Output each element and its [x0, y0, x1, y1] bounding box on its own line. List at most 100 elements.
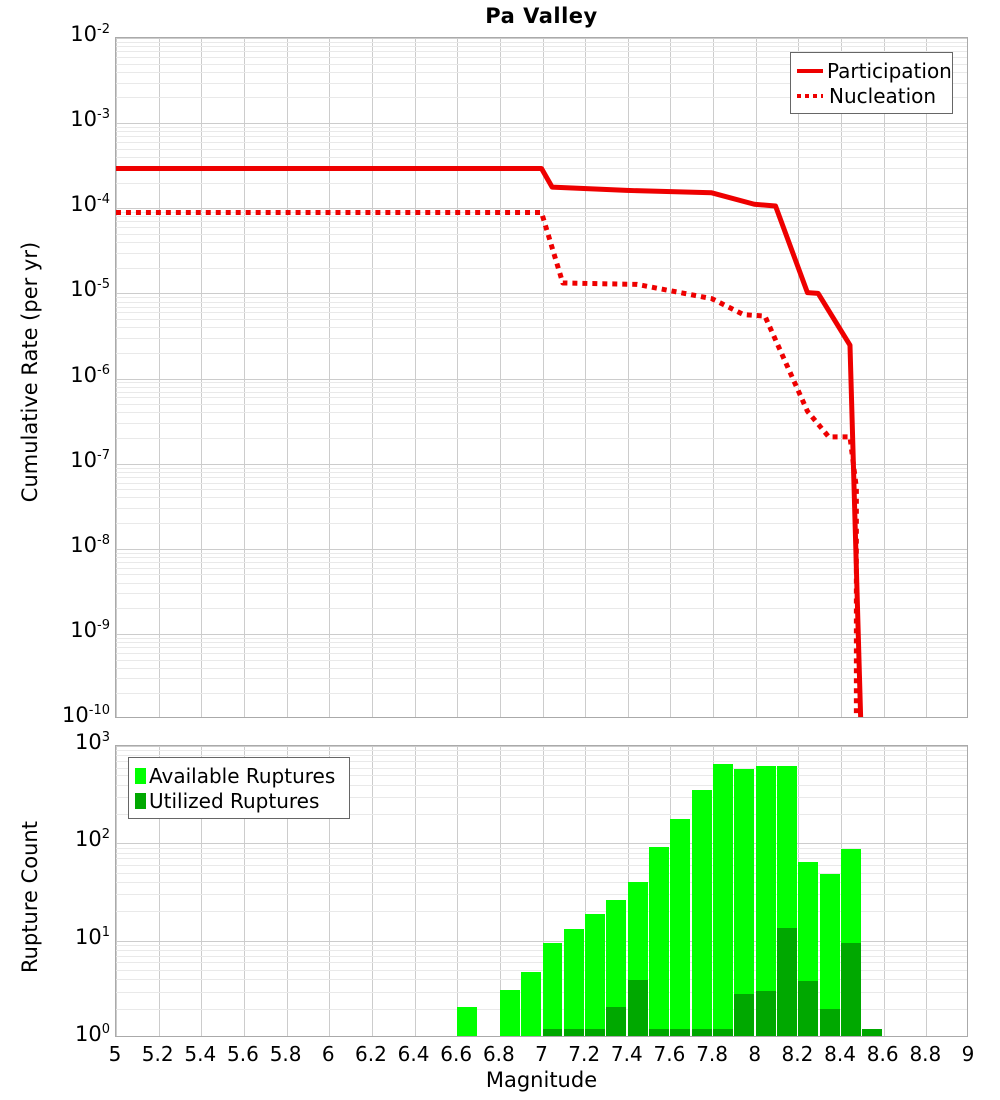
ytick-label: 100 — [74, 1022, 110, 1046]
gridline-horizontal-minor — [116, 307, 967, 308]
xtick-label: 7.6 — [653, 1042, 686, 1066]
gridline-horizontal-minor — [116, 970, 967, 971]
bar-available-ruptures — [670, 818, 691, 1036]
bar-group — [563, 746, 584, 1036]
gridline-horizontal-minor — [116, 894, 967, 895]
bar-available-ruptures — [585, 913, 605, 1036]
gridline-vertical — [585, 746, 586, 1036]
bar-group — [819, 746, 840, 1036]
bar-utilized-ruptures — [670, 1029, 691, 1036]
gridline-horizontal-minor — [116, 553, 967, 554]
legend-item-nucleation[interactable]: Nucleation — [797, 83, 944, 108]
gridline-horizontal-minor — [116, 268, 967, 269]
gridline-horizontal-major — [116, 208, 967, 209]
gridline-horizontal-minor — [116, 253, 967, 254]
gridline-vertical — [756, 38, 757, 717]
xtick-label: 6.8 — [482, 1042, 515, 1066]
gridline-horizontal-minor — [116, 404, 967, 405]
nucleation-line-swatch — [797, 93, 823, 98]
bar-group — [649, 746, 669, 1036]
gridline-vertical — [628, 38, 629, 717]
gridline-horizontal-minor — [116, 523, 967, 524]
legend-item-utilized-ruptures[interactable]: Utilized Ruptures — [135, 788, 341, 813]
xtick-label: 5.6 — [227, 1042, 259, 1066]
gridline-horizontal-minor — [116, 608, 967, 609]
ytick-label: 10-4 — [70, 192, 110, 217]
gridline-horizontal-minor — [116, 750, 967, 751]
gridline-horizontal-minor — [116, 142, 967, 143]
xtick-label: 8.2 — [781, 1042, 814, 1066]
xtick-label: 7.8 — [696, 1042, 728, 1066]
bar-group — [585, 746, 605, 1036]
gridline-vertical — [841, 38, 842, 717]
bar-utilized-ruptures — [755, 991, 776, 1036]
gridline-horizontal-minor — [116, 136, 967, 137]
gridline-horizontal-minor — [116, 392, 967, 393]
gridline-horizontal-minor — [116, 338, 967, 339]
bar-group — [542, 746, 563, 1036]
xtick-label: 6 — [321, 1042, 335, 1066]
gridline-horizontal-minor — [116, 950, 967, 951]
gridline-horizontal-minor — [116, 157, 967, 158]
bar-group — [521, 746, 541, 1036]
gridline-vertical — [543, 38, 544, 717]
bar-group — [713, 746, 733, 1036]
gridline-horizontal-major — [116, 549, 967, 550]
bar-utilized-ruptures — [798, 980, 819, 1036]
ytick-label: 101 — [74, 924, 110, 949]
gridline-horizontal-minor — [116, 785, 967, 786]
gridline-horizontal-minor — [116, 387, 967, 388]
gridline-horizontal-minor — [116, 668, 967, 669]
gridline-vertical — [201, 38, 202, 717]
xtick-label: 6.4 — [397, 1042, 430, 1066]
gridline-horizontal-minor — [116, 51, 967, 52]
xtick-label: 7.2 — [568, 1042, 601, 1066]
gridline-horizontal-minor — [116, 72, 967, 73]
gridline-vertical — [585, 38, 586, 717]
ytick-label: 10-3 — [70, 107, 110, 132]
gridline-horizontal-minor — [116, 497, 967, 498]
gridline-horizontal-minor — [116, 477, 967, 478]
gridline-horizontal-minor — [116, 227, 967, 228]
gridline-horizontal-minor — [116, 678, 967, 679]
gridline-horizontal-minor — [116, 302, 967, 303]
gridline-vertical — [926, 746, 927, 1036]
bar-available-ruptures — [606, 899, 627, 1036]
legend-item-participation[interactable]: Participation — [797, 58, 952, 83]
bar-group — [606, 746, 627, 1036]
gridline-horizontal-minor — [116, 489, 967, 490]
bar-group — [457, 746, 477, 1036]
gridline-vertical — [159, 746, 160, 1036]
gridline-horizontal-minor — [116, 97, 967, 98]
gridline-horizontal-major — [116, 941, 967, 942]
gridline-horizontal-minor — [116, 814, 967, 815]
bar-group — [862, 746, 883, 1036]
xtick-label: 8.6 — [866, 1042, 899, 1066]
gridline-horizontal-minor — [116, 911, 967, 912]
gridline-vertical — [713, 38, 714, 717]
ytick-label: 102 — [74, 827, 110, 852]
gridline-horizontal-minor — [116, 483, 967, 484]
bottom-yaxis-title: Rupture Count — [18, 821, 42, 973]
top-yaxis-title: Cumulative Rate (per yr) — [18, 241, 42, 503]
mfd-curves — [116, 166, 864, 717]
ytick-label: 10-7 — [70, 447, 110, 472]
bar-available-ruptures — [755, 765, 776, 1036]
gridline-horizontal-minor — [116, 853, 967, 854]
gridline-horizontal-minor — [116, 574, 967, 575]
legend-item-available-ruptures[interactable]: Available Ruptures — [135, 763, 341, 788]
gridline-horizontal-minor — [116, 848, 967, 849]
gridline-vertical — [457, 746, 458, 1036]
legend-label-utilized-ruptures: Utilized Ruptures — [149, 788, 320, 813]
gridline-horizontal-minor — [116, 327, 967, 328]
xtick-label: 8.8 — [909, 1042, 942, 1066]
bar-group — [627, 746, 648, 1036]
gridline-horizontal-minor — [116, 638, 967, 639]
gridline-horizontal-major — [116, 379, 967, 380]
gridline-horizontal-minor — [116, 183, 967, 184]
bar-utilized-ruptures — [585, 1029, 605, 1036]
gridline-horizontal-minor — [116, 242, 967, 243]
bar-utilized-ruptures — [627, 979, 648, 1036]
gridline-horizontal-minor — [116, 353, 967, 354]
gridline-vertical — [457, 38, 458, 717]
